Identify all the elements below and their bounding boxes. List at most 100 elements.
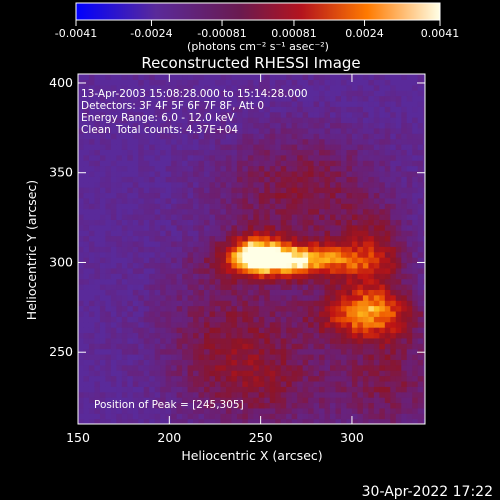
heatmap-cell	[335, 364, 342, 371]
heatmap-cell	[412, 262, 419, 269]
heatmap-cell	[121, 170, 128, 177]
heatmap-cell	[138, 257, 145, 264]
heatmap-cell	[204, 284, 211, 290]
heatmap-cell	[110, 332, 117, 339]
heatmap-cell	[302, 246, 309, 253]
heatmap-cell	[406, 203, 413, 210]
heatmap-cell	[236, 122, 243, 129]
heatmap-cell	[395, 364, 402, 371]
heatmap-cell	[193, 359, 200, 366]
heatmap-cell	[406, 176, 413, 183]
heatmap-cell	[379, 300, 386, 307]
heatmap-cell	[143, 74, 150, 80]
heatmap-cell	[127, 310, 134, 317]
heatmap-cell	[335, 197, 342, 204]
heatmap-cell	[401, 262, 408, 269]
heatmap-cell	[78, 267, 85, 274]
heatmap-cell	[154, 348, 161, 355]
heatmap-cell	[236, 224, 243, 231]
heatmap-cell	[406, 165, 413, 172]
heatmap-cell	[247, 235, 254, 242]
heatmap-cell	[335, 240, 342, 247]
heatmap-cell	[110, 246, 117, 253]
heatmap-cell	[171, 289, 178, 296]
heatmap-cell	[351, 321, 359, 328]
heatmap-cell	[373, 332, 380, 339]
heatmap-cell	[116, 289, 123, 296]
heatmap-cell	[368, 316, 375, 323]
heatmap-cell	[275, 74, 282, 80]
heatmap-cell	[324, 181, 331, 188]
heatmap-cell	[395, 84, 402, 91]
heatmap-cell	[143, 122, 150, 129]
heatmap-cell	[362, 192, 369, 199]
heatmap-cell	[160, 397, 167, 404]
heatmap-cell	[176, 133, 183, 140]
heatmap-cell	[384, 176, 391, 183]
heatmap-cell	[247, 397, 254, 404]
heatmap-cell	[313, 402, 320, 409]
heatmap-cell	[313, 79, 320, 86]
heatmap-cell	[291, 278, 298, 285]
heatmap-cell	[182, 321, 189, 328]
heatmap-cell	[297, 321, 304, 328]
heatmap-cell	[302, 235, 309, 242]
heatmap-cell	[99, 359, 106, 366]
heatmap-cell	[132, 413, 139, 420]
heatmap-cell	[88, 127, 96, 134]
heatmap-cell	[401, 230, 408, 237]
heatmap-cell	[247, 149, 254, 156]
heatmap-cell	[330, 413, 337, 420]
heatmap-cell	[99, 321, 106, 328]
heatmap-cell	[401, 106, 408, 113]
heatmap-cell	[193, 133, 200, 140]
heatmap-cell	[275, 111, 282, 118]
heatmap-cell	[395, 230, 402, 237]
heatmap-cell	[253, 127, 260, 134]
heatmap-cell	[423, 391, 425, 398]
heatmap-cell	[121, 106, 128, 113]
heatmap-cell	[324, 224, 331, 231]
heatmap-cell	[330, 111, 337, 118]
heatmap-cell	[340, 154, 348, 161]
heatmap-cell	[143, 138, 150, 145]
heatmap-cell	[412, 402, 419, 409]
heatmap-cell	[242, 332, 249, 339]
heatmap-cell	[297, 284, 304, 290]
heatmap-cell	[264, 149, 271, 156]
heatmap-cell	[225, 111, 233, 118]
heatmap-cell	[110, 203, 117, 210]
heatmap-cell	[116, 380, 123, 387]
heatmap-cell	[78, 90, 85, 97]
heatmap-cell	[368, 246, 375, 253]
heatmap-cell	[395, 144, 402, 150]
heatmap-cell	[127, 267, 134, 274]
heatmap-cell	[220, 111, 227, 118]
heatmap-cell	[247, 224, 254, 231]
heatmap-cell	[247, 305, 254, 312]
heatmap-cell	[88, 289, 96, 296]
heatmap-cell	[165, 84, 172, 91]
heatmap-cell	[401, 359, 408, 366]
heatmap-cell	[110, 386, 117, 393]
heatmap-cell	[368, 235, 375, 242]
heatmap-cell	[160, 262, 167, 269]
heatmap-cell	[379, 321, 386, 328]
heatmap-cell	[116, 348, 123, 355]
heatmap-cell	[373, 257, 380, 264]
heatmap-cell	[297, 192, 304, 199]
heatmap-cell	[121, 95, 128, 102]
heatmap-cell	[335, 278, 342, 285]
heatmap-cell	[357, 391, 364, 398]
heatmap-cell	[340, 170, 348, 177]
heatmap-cell	[88, 192, 96, 199]
heatmap-cell	[225, 240, 233, 247]
heatmap-cell	[264, 364, 271, 371]
heatmap-cell	[269, 321, 276, 328]
heatmap-cell	[209, 321, 216, 328]
heatmap-cell	[127, 413, 134, 420]
heatmap-cell	[269, 257, 276, 264]
heatmap-cell	[121, 332, 128, 339]
heatmap-cell	[209, 214, 216, 220]
heatmap-cell	[187, 74, 194, 80]
